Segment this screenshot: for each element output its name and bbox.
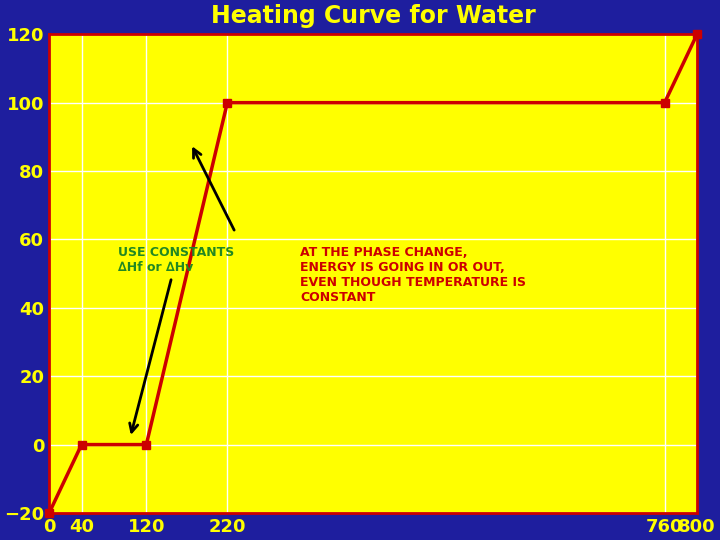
Text: USE CONSTANTS
∆Hf or ∆Hv: USE CONSTANTS ∆Hf or ∆Hv (118, 246, 234, 432)
Text: AT THE PHASE CHANGE,
ENERGY IS GOING IN OR OUT,
EVEN THOUGH TEMPERATURE IS
CONST: AT THE PHASE CHANGE, ENERGY IS GOING IN … (300, 246, 526, 304)
Title: Heating Curve for Water: Heating Curve for Water (211, 4, 536, 28)
